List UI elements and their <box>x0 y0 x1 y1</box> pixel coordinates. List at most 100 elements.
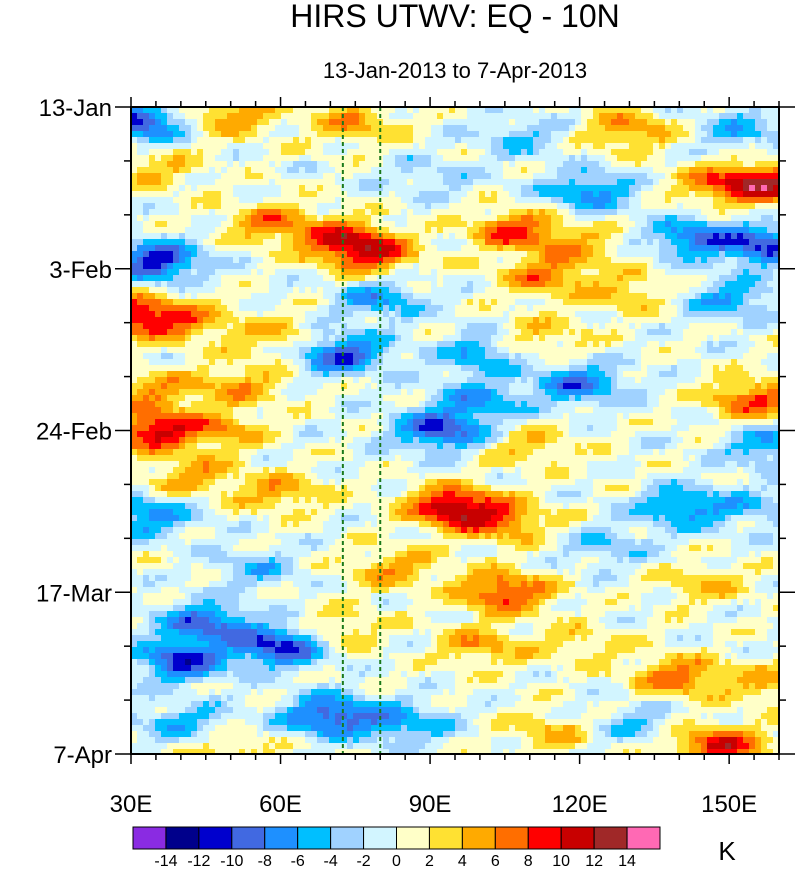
heatmap-cell <box>443 167 450 174</box>
heatmap-cell <box>209 179 216 186</box>
heatmap-cell <box>449 161 456 168</box>
heatmap-cell <box>635 341 642 348</box>
heatmap-cell <box>395 173 402 180</box>
heatmap-cell <box>671 197 678 204</box>
heatmap-cell <box>707 239 714 246</box>
heatmap-cell <box>239 179 246 186</box>
heatmap-cell <box>623 137 630 144</box>
heatmap-cell <box>281 251 288 258</box>
heatmap-cell <box>233 197 240 204</box>
heatmap-cell <box>299 137 306 144</box>
heatmap-cell <box>575 359 582 366</box>
heatmap-cell <box>575 143 582 150</box>
heatmap-cell <box>725 347 732 354</box>
heatmap-cell <box>137 341 144 348</box>
heatmap-cell <box>311 353 318 360</box>
heatmap-cell <box>551 107 558 114</box>
heatmap-cell <box>587 299 594 306</box>
heatmap-cell <box>167 173 174 180</box>
heatmap-cell <box>491 305 498 312</box>
heatmap-cell <box>401 179 408 186</box>
heatmap-cell <box>467 317 474 324</box>
heatmap-cell <box>527 269 534 276</box>
heatmap-cell <box>161 167 168 174</box>
heatmap-cell <box>191 173 198 180</box>
heatmap-cell <box>599 275 606 282</box>
heatmap-cell <box>203 335 210 342</box>
heatmap-cell <box>635 269 642 276</box>
heatmap-cell <box>677 149 684 156</box>
heatmap-cell <box>647 353 654 360</box>
heatmap-cell <box>641 167 648 174</box>
heatmap-cell <box>485 377 492 384</box>
heatmap-cell <box>497 149 504 156</box>
heatmap-cell <box>761 281 768 288</box>
heatmap-cell <box>677 341 684 348</box>
heatmap-cell <box>593 167 600 174</box>
heatmap-cell <box>485 119 492 126</box>
heatmap-cell <box>221 335 228 342</box>
heatmap-cell <box>233 281 240 288</box>
heatmap-cell <box>611 371 618 378</box>
heatmap-cell <box>287 131 294 138</box>
heatmap-cell <box>317 359 324 366</box>
heatmap-cell <box>491 323 498 330</box>
heatmap-cell <box>365 161 372 168</box>
heatmap-cell <box>527 137 534 144</box>
heatmap-cell <box>443 323 450 330</box>
heatmap-cell <box>671 179 678 186</box>
heatmap-cell <box>761 251 768 258</box>
heatmap-cell <box>509 239 516 246</box>
heatmap-cell <box>539 215 546 222</box>
heatmap-cell <box>737 299 744 306</box>
heatmap-cell <box>665 119 672 126</box>
heatmap-cell <box>305 179 312 186</box>
heatmap-cell <box>467 347 474 354</box>
heatmap-cell <box>323 149 330 156</box>
heatmap-cell <box>617 167 624 174</box>
heatmap-cell <box>425 161 432 168</box>
heatmap-cell <box>233 191 240 198</box>
heatmap-cell <box>437 113 444 120</box>
heatmap-cell <box>539 119 546 126</box>
heatmap-cell <box>389 215 396 222</box>
heatmap-cell <box>215 191 222 198</box>
heatmap-cell <box>305 257 312 264</box>
heatmap-cell <box>497 275 504 282</box>
heatmap-cell <box>551 347 558 354</box>
heatmap-cell <box>155 107 162 114</box>
heatmap-cell <box>293 131 300 138</box>
heatmap-cell <box>185 293 192 300</box>
heatmap-cell <box>713 257 720 264</box>
heatmap-cell <box>401 335 408 342</box>
heatmap-cell <box>191 251 198 258</box>
heatmap-cell <box>383 167 390 174</box>
heatmap-cell <box>155 287 162 294</box>
heatmap-cell <box>647 227 654 234</box>
heatmap-cell <box>311 347 318 354</box>
heatmap-cell <box>611 239 618 246</box>
heatmap-cell <box>503 347 510 354</box>
heatmap-cell <box>311 179 318 186</box>
heatmap-cell <box>287 251 294 258</box>
heatmap-cell <box>251 293 258 300</box>
heatmap-cell <box>695 341 702 348</box>
heatmap-cell <box>605 203 612 210</box>
heatmap-cell <box>479 209 486 216</box>
heatmap-cell <box>407 299 414 306</box>
heatmap-cell <box>419 287 426 294</box>
heatmap-cell <box>521 323 528 330</box>
heatmap-cell <box>569 371 576 378</box>
heatmap-cell <box>161 155 168 162</box>
heatmap-cell <box>353 305 360 312</box>
heatmap-cell <box>317 347 324 354</box>
heatmap-cell <box>725 209 732 216</box>
heatmap-cell <box>263 143 270 150</box>
heatmap-cell <box>605 365 612 372</box>
heatmap-cell <box>203 185 210 192</box>
heatmap-cell <box>563 185 570 192</box>
heatmap-cell <box>749 125 756 132</box>
heatmap-cell <box>767 167 774 174</box>
heatmap-cell <box>149 353 156 360</box>
heatmap-cell <box>137 287 144 294</box>
